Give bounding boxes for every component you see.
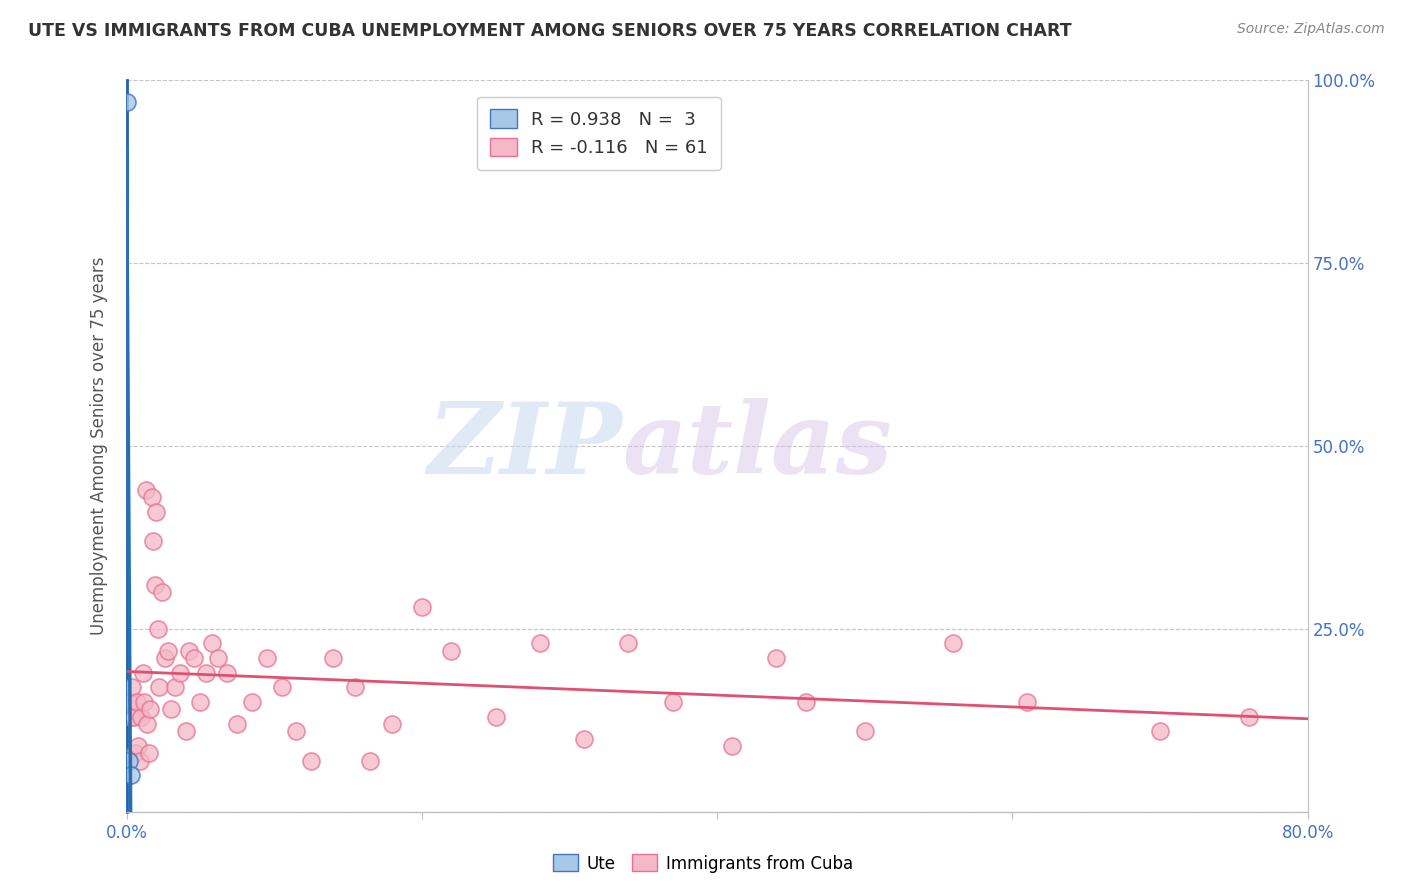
Point	[720, 739, 742, 753]
Point	[142, 534, 165, 549]
Point	[139, 702, 162, 716]
Point	[299, 754, 322, 768]
Point	[156, 644, 179, 658]
Point	[165, 681, 187, 695]
Point	[174, 724, 197, 739]
Point	[226, 717, 249, 731]
Point	[256, 651, 278, 665]
Text: UTE VS IMMIGRANTS FROM CUBA UNEMPLOYMENT AMONG SENIORS OVER 75 YEARS CORRELATION: UTE VS IMMIGRANTS FROM CUBA UNEMPLOYMENT…	[28, 22, 1071, 40]
Point	[124, 746, 146, 760]
Point	[148, 681, 170, 695]
Point	[661, 695, 683, 709]
Point	[122, 709, 145, 723]
Point	[177, 644, 200, 658]
Point	[195, 665, 218, 680]
Point	[201, 636, 224, 650]
Point	[381, 717, 404, 731]
Point	[120, 768, 142, 782]
Point	[484, 709, 508, 723]
Point	[207, 651, 229, 665]
Legend: Ute, Immigrants from Cuba: Ute, Immigrants from Cuba	[547, 847, 859, 880]
Point	[215, 665, 238, 680]
Point	[121, 681, 143, 695]
Point	[132, 665, 155, 680]
Point	[127, 739, 149, 753]
Point	[153, 651, 176, 665]
Point	[440, 644, 463, 658]
Point	[145, 505, 167, 519]
Point	[285, 724, 308, 739]
Point	[120, 709, 142, 723]
Point	[1017, 695, 1039, 709]
Point	[617, 636, 640, 650]
Point	[529, 636, 551, 650]
Point	[150, 585, 173, 599]
Point	[574, 731, 596, 746]
Y-axis label: Unemployment Among Seniors over 75 years: Unemployment Among Seniors over 75 years	[90, 257, 108, 635]
Point	[344, 681, 367, 695]
Point	[134, 695, 156, 709]
Point	[411, 599, 433, 614]
Point	[146, 622, 169, 636]
Point	[765, 651, 787, 665]
Point	[118, 754, 141, 768]
Point	[942, 636, 965, 650]
Point	[143, 578, 166, 592]
Point	[141, 490, 163, 504]
Point	[853, 724, 876, 739]
Point	[136, 717, 159, 731]
Text: Source: ZipAtlas.com: Source: ZipAtlas.com	[1237, 22, 1385, 37]
Point	[169, 665, 191, 680]
Text: atlas: atlas	[623, 398, 893, 494]
Point	[129, 709, 153, 723]
Point	[359, 754, 381, 768]
Point	[135, 483, 157, 497]
Point	[159, 702, 183, 716]
Point	[115, 95, 138, 110]
Legend: R = 0.938   N =  3, R = -0.116   N = 61: R = 0.938 N = 3, R = -0.116 N = 61	[477, 96, 721, 169]
Point	[125, 695, 148, 709]
Point	[188, 695, 211, 709]
Point	[1149, 724, 1171, 739]
Point	[183, 651, 205, 665]
Text: ZIP: ZIP	[427, 398, 623, 494]
Point	[322, 651, 344, 665]
Point	[240, 695, 263, 709]
Point	[128, 754, 150, 768]
Point	[118, 695, 141, 709]
Point	[138, 746, 160, 760]
Point	[794, 695, 817, 709]
Point	[1237, 709, 1260, 723]
Point	[270, 681, 292, 695]
